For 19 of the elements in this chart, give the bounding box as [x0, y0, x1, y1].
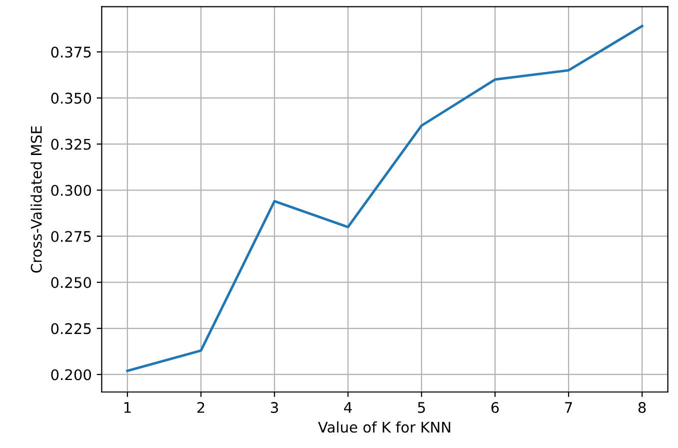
x-tick-label: 3: [270, 402, 278, 414]
x-tick-label: 6: [491, 402, 499, 414]
y-tick-label: 0.350: [51, 92, 92, 104]
x-tick-label: 7: [565, 402, 572, 413]
x-tick-label: 2: [197, 402, 204, 413]
y-tick-label: 0.300: [51, 184, 92, 196]
x-tick-label: 4: [344, 402, 352, 413]
y-axis-title: Cross-Validated MSE: [30, 126, 42, 273]
x-tick-label: 5: [418, 402, 425, 414]
y-tick-label: 0.275: [51, 230, 91, 242]
x-axis-title: Value of K for KNN: [318, 421, 450, 433]
y-tick-label: 0.375: [51, 46, 91, 58]
y-tick-label: 0.200: [51, 369, 92, 380]
y-tick-label: 0.225: [51, 323, 91, 334]
x-tick-label: 8: [638, 402, 646, 414]
y-tick-label: 0.250: [51, 277, 92, 288]
line-series: [126, 24, 644, 372]
y-tick-label: 0.325: [51, 138, 91, 150]
x-tick-label: 1: [124, 402, 131, 413]
